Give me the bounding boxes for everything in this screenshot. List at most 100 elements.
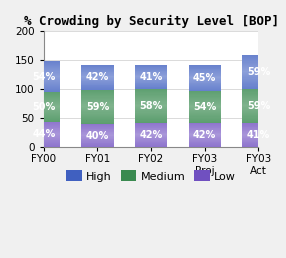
Bar: [189, 130, 221, 131]
Bar: [242, 87, 275, 88]
Bar: [242, 125, 275, 126]
Bar: [28, 91, 60, 92]
Bar: [189, 124, 221, 125]
Bar: [135, 106, 167, 107]
Bar: [242, 100, 275, 102]
Bar: [242, 110, 275, 111]
Bar: [135, 75, 167, 76]
Bar: [81, 85, 114, 86]
Bar: [189, 77, 221, 78]
Bar: [81, 123, 114, 124]
Bar: [242, 144, 275, 145]
Bar: [189, 128, 221, 129]
Bar: [135, 129, 167, 130]
Bar: [28, 107, 60, 108]
Bar: [28, 75, 60, 76]
Bar: [189, 146, 221, 147]
Bar: [242, 135, 275, 136]
Bar: [135, 74, 167, 75]
Bar: [28, 98, 60, 99]
Bar: [81, 132, 114, 133]
Bar: [189, 100, 221, 101]
Bar: [242, 115, 275, 116]
Bar: [28, 84, 60, 85]
Bar: [189, 106, 221, 107]
Bar: [81, 139, 114, 140]
Bar: [28, 133, 60, 134]
Bar: [242, 146, 275, 147]
Text: 41%: 41%: [140, 72, 163, 82]
Bar: [81, 68, 114, 69]
Bar: [189, 104, 221, 105]
Bar: [189, 103, 221, 104]
Bar: [135, 134, 167, 135]
Bar: [189, 96, 221, 98]
Bar: [135, 76, 167, 77]
Bar: [135, 77, 167, 78]
Bar: [189, 136, 221, 137]
Bar: [81, 66, 114, 67]
Bar: [135, 91, 167, 92]
Bar: [81, 127, 114, 128]
Bar: [81, 95, 114, 96]
Bar: [189, 99, 221, 100]
Bar: [135, 93, 167, 95]
Bar: [81, 141, 114, 142]
Bar: [135, 104, 167, 105]
Bar: [81, 70, 114, 71]
Bar: [189, 123, 221, 124]
Bar: [189, 76, 221, 77]
Bar: [28, 141, 60, 142]
Bar: [81, 133, 114, 134]
Bar: [189, 131, 221, 132]
Bar: [189, 101, 221, 102]
Bar: [135, 86, 167, 87]
Bar: [242, 63, 275, 64]
Bar: [135, 89, 167, 90]
Bar: [242, 74, 275, 75]
Bar: [242, 60, 275, 61]
Bar: [28, 110, 60, 111]
Bar: [242, 141, 275, 142]
Bar: [189, 144, 221, 145]
Bar: [28, 134, 60, 135]
Bar: [81, 71, 114, 72]
Bar: [28, 85, 60, 86]
Bar: [189, 70, 221, 71]
Bar: [81, 78, 114, 79]
Bar: [28, 79, 60, 80]
Bar: [81, 118, 114, 119]
Bar: [135, 138, 167, 139]
Bar: [135, 115, 167, 116]
Bar: [135, 95, 167, 96]
Bar: [81, 116, 114, 117]
Bar: [28, 105, 60, 106]
Bar: [242, 143, 275, 144]
Bar: [189, 132, 221, 133]
Bar: [28, 140, 60, 141]
Bar: [242, 128, 275, 129]
Bar: [135, 136, 167, 137]
Bar: [242, 65, 275, 66]
Bar: [189, 134, 221, 135]
Bar: [135, 144, 167, 145]
Bar: [81, 131, 114, 132]
Bar: [135, 119, 167, 120]
Bar: [189, 107, 221, 108]
Bar: [81, 122, 114, 123]
Bar: [28, 95, 60, 96]
Bar: [189, 73, 221, 74]
Bar: [242, 84, 275, 85]
Bar: [28, 124, 60, 125]
Bar: [81, 119, 114, 120]
Bar: [81, 99, 114, 100]
Bar: [81, 142, 114, 143]
Bar: [81, 145, 114, 146]
Bar: [189, 90, 221, 91]
Text: 42%: 42%: [193, 130, 216, 140]
Bar: [189, 85, 221, 86]
Text: 54%: 54%: [193, 102, 216, 112]
Bar: [28, 121, 60, 122]
Bar: [135, 145, 167, 146]
Bar: [189, 66, 221, 67]
